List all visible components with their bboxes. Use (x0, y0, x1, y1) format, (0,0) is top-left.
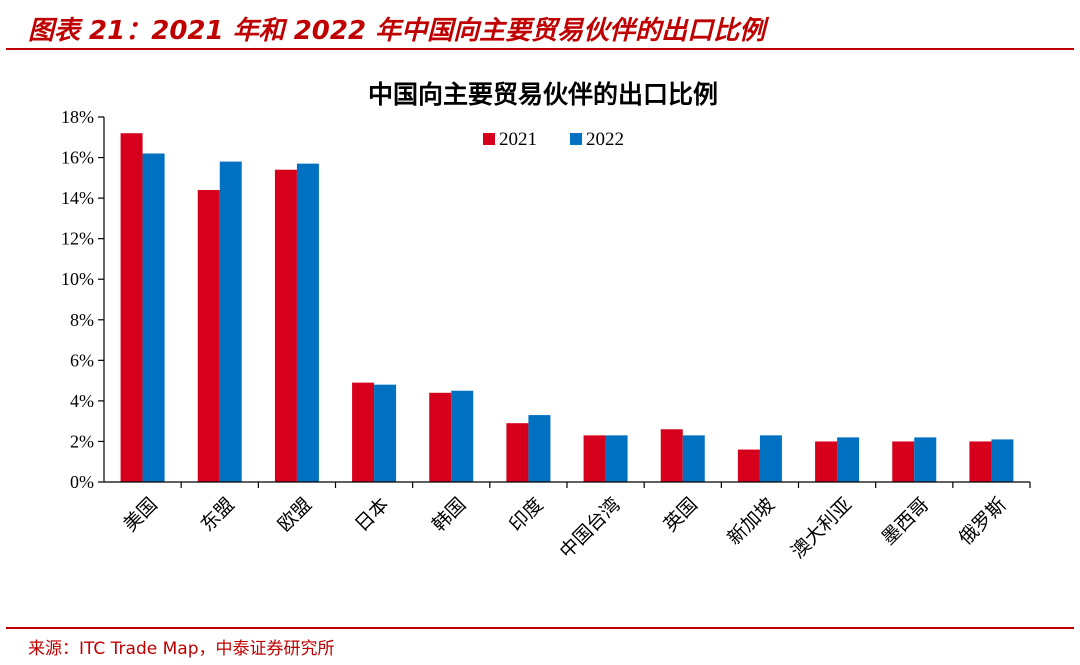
y-tick-label: 10% (61, 269, 94, 289)
bar-2022 (528, 415, 551, 482)
figure-header: 图表 21：2021 年和 2022 年中国向主要贸易伙伴的出口比例 (0, 0, 1080, 48)
y-tick-label: 18% (61, 107, 94, 127)
legend: 2021 2022 (483, 129, 624, 150)
bar-chart: 中国向主要贸易伙伴的出口比例 0% 2% 4% 6% 8% 10% 12% 14% 16% 18%… (61, 80, 1031, 563)
x-category-label: 墨西哥 (878, 494, 934, 550)
x-category-label: 韩国 (428, 494, 470, 536)
bar-2021 (197, 190, 220, 482)
bar-2021 (352, 382, 375, 482)
bar-2021 (660, 429, 683, 482)
legend-swatch-2022 (570, 133, 582, 145)
x-category-label: 英国 (659, 494, 701, 536)
bar-2022 (451, 390, 474, 482)
bar-2021 (429, 392, 452, 482)
y-tick-label: 8% (70, 310, 94, 330)
plot-area: 0% 2% 4% 6% 8% 10% 12% 14% 16% 18% 美国 东盟 欧盟 日本 韩国 印度 中国台… (61, 107, 1031, 563)
legend-swatch-2021 (483, 133, 495, 145)
bar-2021 (583, 435, 606, 482)
x-category-label: 俄罗斯 (955, 494, 1011, 550)
bar-2021 (737, 449, 760, 482)
y-tick-label: 12% (61, 229, 94, 249)
figure-title: 图表 21：2021 年和 2022 年中国向主要贸易伙伴的出口比例 (28, 16, 766, 46)
y-tick-label: 0% (70, 472, 94, 492)
x-category-label: 印度 (505, 494, 547, 536)
legend-label: 2021 (499, 129, 537, 150)
header-rule (6, 48, 1074, 50)
legend-label: 2022 (586, 129, 624, 150)
bar-2022 (837, 437, 860, 482)
bar-2022 (991, 439, 1014, 482)
bar-2021 (120, 133, 143, 482)
footer-rule (6, 627, 1074, 629)
bar-2021 (969, 441, 992, 482)
bar-2022 (374, 384, 397, 482)
bar-2021 (506, 423, 529, 482)
x-category-label: 日本 (351, 494, 393, 536)
bar-2022 (142, 153, 165, 482)
bar-2022 (759, 435, 782, 482)
y-tick-label: 14% (61, 188, 94, 208)
y-tick-label: 4% (70, 391, 94, 411)
bar-2022 (682, 435, 705, 482)
y-tick-label: 6% (70, 350, 94, 370)
y-tick-label: 16% (61, 148, 94, 168)
x-category-label: 中国台湾 (555, 494, 624, 563)
x-category-label: 欧盟 (274, 494, 316, 536)
bar-2022 (914, 437, 937, 482)
bar-2022 (219, 161, 242, 482)
chart-title: 中国向主要贸易伙伴的出口比例 (368, 80, 718, 109)
bar-2021 (892, 441, 915, 482)
bar-2022 (296, 163, 319, 482)
x-category-label: 新加坡 (723, 494, 779, 550)
y-tick-label: 2% (70, 431, 94, 451)
source-note: 来源：ITC Trade Map，中泰证券研究所 (28, 639, 335, 659)
x-category-label: 美国 (119, 494, 161, 536)
bar-2021 (274, 169, 297, 482)
bar-2022 (605, 435, 628, 482)
x-category-label: 澳大利亚 (787, 494, 856, 563)
bar-2021 (815, 441, 838, 482)
x-category-label: 东盟 (196, 494, 238, 536)
